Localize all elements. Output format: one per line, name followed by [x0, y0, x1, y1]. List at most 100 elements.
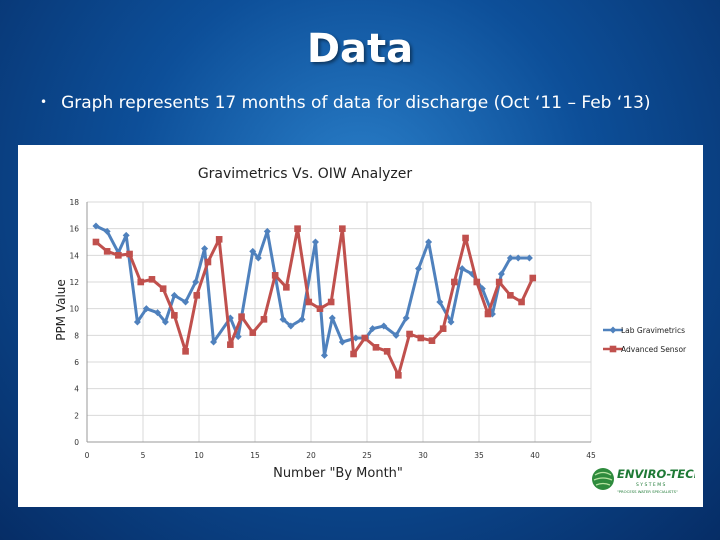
- data-point-2: [484, 310, 492, 318]
- x-tick-label: 20: [306, 451, 316, 460]
- data-point-2: [148, 276, 156, 283]
- data-point-2: [372, 344, 380, 351]
- x-tick-label: 40: [530, 451, 540, 460]
- data-point-2: [529, 274, 537, 282]
- data-point-2: [507, 292, 514, 299]
- slide-title: Data: [306, 26, 414, 72]
- data-point-2: [327, 298, 335, 306]
- data-point-2: [115, 252, 122, 259]
- data-point-1: [234, 333, 242, 341]
- data-point-2: [182, 348, 189, 355]
- data-point-1: [263, 227, 271, 235]
- logo-subline: S Y S T E M S: [636, 482, 666, 488]
- chart-title: Gravimetrics Vs. OIW Analyzer: [198, 166, 413, 182]
- y-tick-label: 10: [69, 305, 79, 314]
- data-point-1: [182, 298, 190, 306]
- data-point-2: [92, 238, 100, 246]
- data-point-1: [142, 305, 150, 313]
- chart-svg: Gravimetrics Vs. OIW Analyzer PPM Value …: [54, 166, 687, 481]
- chart-panel: Gravimetrics Vs. OIW Analyzer PPM Value …: [18, 145, 703, 507]
- y-tick-label: 14: [69, 251, 79, 260]
- data-point-1: [525, 254, 533, 262]
- data-point-2: [495, 278, 503, 286]
- bullet-text: Graph represents 17 months of data for d…: [61, 93, 651, 113]
- data-point-2: [361, 334, 369, 342]
- data-point-1: [458, 265, 466, 273]
- data-point-2: [462, 234, 469, 242]
- data-point-2: [316, 305, 324, 312]
- data-point-1: [402, 314, 410, 322]
- data-point-2: [428, 337, 436, 344]
- data-point-1: [249, 247, 257, 255]
- data-point-1: [279, 315, 287, 323]
- y-tick-label: 18: [69, 198, 79, 207]
- data-point-1: [392, 331, 400, 339]
- data-point-2: [126, 250, 133, 258]
- data-point-1: [170, 291, 178, 299]
- y-tick-label: 6: [74, 358, 79, 367]
- y-axis-label: PPM Value: [54, 279, 68, 341]
- data-point-2: [215, 236, 223, 243]
- data-point-1: [92, 222, 100, 230]
- data-point-2: [193, 292, 201, 299]
- data-point-1: [338, 338, 346, 346]
- data-point-1: [103, 227, 111, 235]
- data-point-2: [238, 313, 245, 320]
- legend-marker: [609, 326, 617, 334]
- x-tick-label: 30: [418, 451, 428, 460]
- logo-tagline: "PROCESS WATER SPECIALISTS": [617, 489, 678, 494]
- data-point-2: [406, 330, 413, 338]
- data-point-2: [383, 348, 391, 355]
- data-point-1: [154, 309, 162, 317]
- data-point-1: [328, 314, 336, 322]
- bullet-point: • Graph represents 17 months of data for …: [40, 93, 651, 113]
- x-tick-label: 0: [85, 451, 90, 460]
- data-point-2: [283, 284, 290, 291]
- data-point-2: [294, 225, 301, 232]
- data-point-1: [298, 315, 306, 323]
- x-tick-label: 10: [194, 451, 204, 460]
- data-point-2: [518, 298, 525, 306]
- legend-label: Lab Gravimetrics: [621, 326, 685, 335]
- data-point-2: [350, 350, 357, 358]
- data-point-1: [436, 298, 444, 306]
- y-tick-label: 0: [74, 438, 79, 447]
- data-point-1: [352, 334, 360, 342]
- data-point-1: [415, 265, 423, 273]
- x-axis-label: Number "By Month": [273, 466, 403, 481]
- data-point-1: [497, 270, 505, 278]
- x-tick-label: 45: [586, 451, 596, 460]
- data-point-2: [473, 278, 481, 286]
- data-point-1: [210, 338, 218, 346]
- data-point-2: [260, 316, 268, 323]
- data-point-2: [271, 272, 279, 279]
- logo-name: ENVIRO-TECH: [617, 467, 695, 481]
- data-point-1: [201, 245, 209, 253]
- data-point-2: [395, 372, 402, 379]
- data-point-1: [425, 238, 433, 246]
- data-point-2: [227, 341, 234, 348]
- y-tick-label: 12: [69, 278, 79, 287]
- data-point-2: [451, 278, 458, 286]
- data-point-2: [439, 325, 447, 332]
- x-tick-label: 25: [362, 451, 372, 460]
- data-point-1: [133, 318, 141, 326]
- data-point-2: [339, 225, 346, 232]
- legend-marker: [609, 345, 617, 353]
- globe-icon: [592, 468, 614, 490]
- data-point-2: [159, 285, 167, 292]
- y-tick-label: 4: [74, 385, 79, 394]
- data-point-1: [478, 285, 486, 293]
- data-point-1: [320, 351, 328, 359]
- x-tick-label: 5: [141, 451, 146, 460]
- data-point-2: [305, 298, 313, 306]
- data-point-1: [311, 238, 319, 246]
- data-point-2: [417, 334, 425, 342]
- data-point-2: [137, 278, 145, 286]
- data-point-1: [506, 254, 514, 262]
- data-point-1: [514, 254, 522, 262]
- data-point-1: [287, 322, 295, 330]
- data-point-2: [103, 248, 111, 255]
- y-tick-label: 2: [74, 411, 79, 420]
- data-point-1: [161, 318, 169, 326]
